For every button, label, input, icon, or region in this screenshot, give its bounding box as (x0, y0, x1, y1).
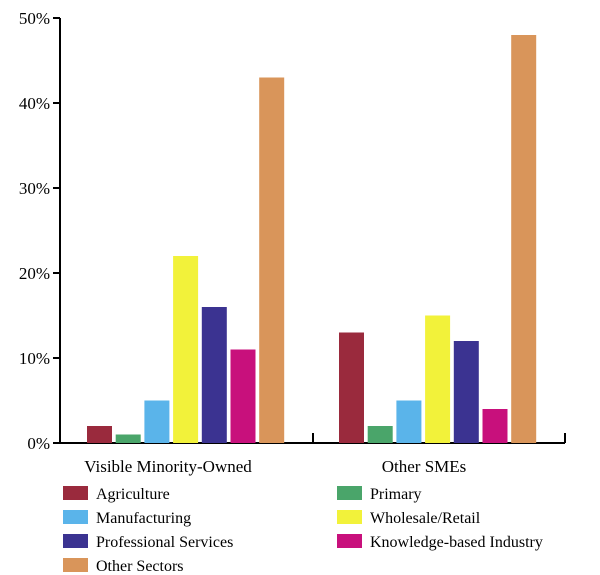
category-label: Other SMEs (382, 457, 467, 476)
legend-label-knowledge-based-industry: Knowledge-based Industry (370, 534, 543, 551)
bar-manufacturing-1 (144, 400, 170, 443)
bar-wholesale-retail-2 (425, 315, 451, 443)
y-tick-label: 10% (19, 349, 50, 368)
bar-primary-2 (367, 426, 393, 443)
legend-label-wholesale-retail: Wholesale/Retail (370, 510, 481, 527)
legend: Agriculture Primary Manufacturing Wholesale… (63, 486, 543, 575)
bar-other-sectors-2 (511, 35, 537, 443)
legend-label-manufacturing: Manufacturing (96, 510, 191, 527)
y-tick-label: 40% (19, 94, 50, 113)
axis-labels: 0% 10% 20% 30% 40% 50% Visible Minority-Owned O… (19, 9, 466, 476)
bar-agriculture-1 (87, 426, 112, 443)
legend-swatch-primary (337, 486, 362, 500)
bar-manufacturing-2 (396, 400, 422, 443)
legend-swatch-knowledge-based-industry (337, 534, 362, 548)
axes (53, 17, 566, 444)
legend-swatch-professional-services (63, 534, 88, 548)
bar-knowledge-based-industry-2 (482, 409, 508, 443)
legend-label-agriculture: Agriculture (96, 486, 170, 503)
category-label: Visible Minority-Owned (84, 457, 252, 476)
legend-swatch-agriculture (63, 486, 88, 500)
bar-primary-1 (115, 434, 141, 443)
legend-swatch-wholesale-retail (337, 510, 362, 524)
legend-swatch-other-sectors (63, 558, 88, 572)
legend-label-other-sectors: Other Sectors (96, 558, 184, 575)
bar-knowledge-based-industry-1 (230, 349, 256, 443)
legend-label-primary: Primary (370, 486, 422, 503)
bars (87, 35, 537, 443)
bar-agriculture-2 (339, 332, 364, 443)
legend-swatch-manufacturing (63, 510, 88, 524)
y-tick-label: 50% (19, 9, 50, 28)
bar-other-sectors-1 (259, 77, 285, 443)
bar-professional-services-2 (453, 341, 479, 443)
bar-wholesale-retail-1 (173, 256, 199, 443)
y-tick-label: 20% (19, 264, 50, 283)
legend-label-professional-services: Professional Services (96, 534, 233, 551)
y-tick-label: 30% (19, 179, 50, 198)
bar-professional-services-1 (201, 307, 227, 443)
y-tick-label: 0% (27, 434, 50, 453)
